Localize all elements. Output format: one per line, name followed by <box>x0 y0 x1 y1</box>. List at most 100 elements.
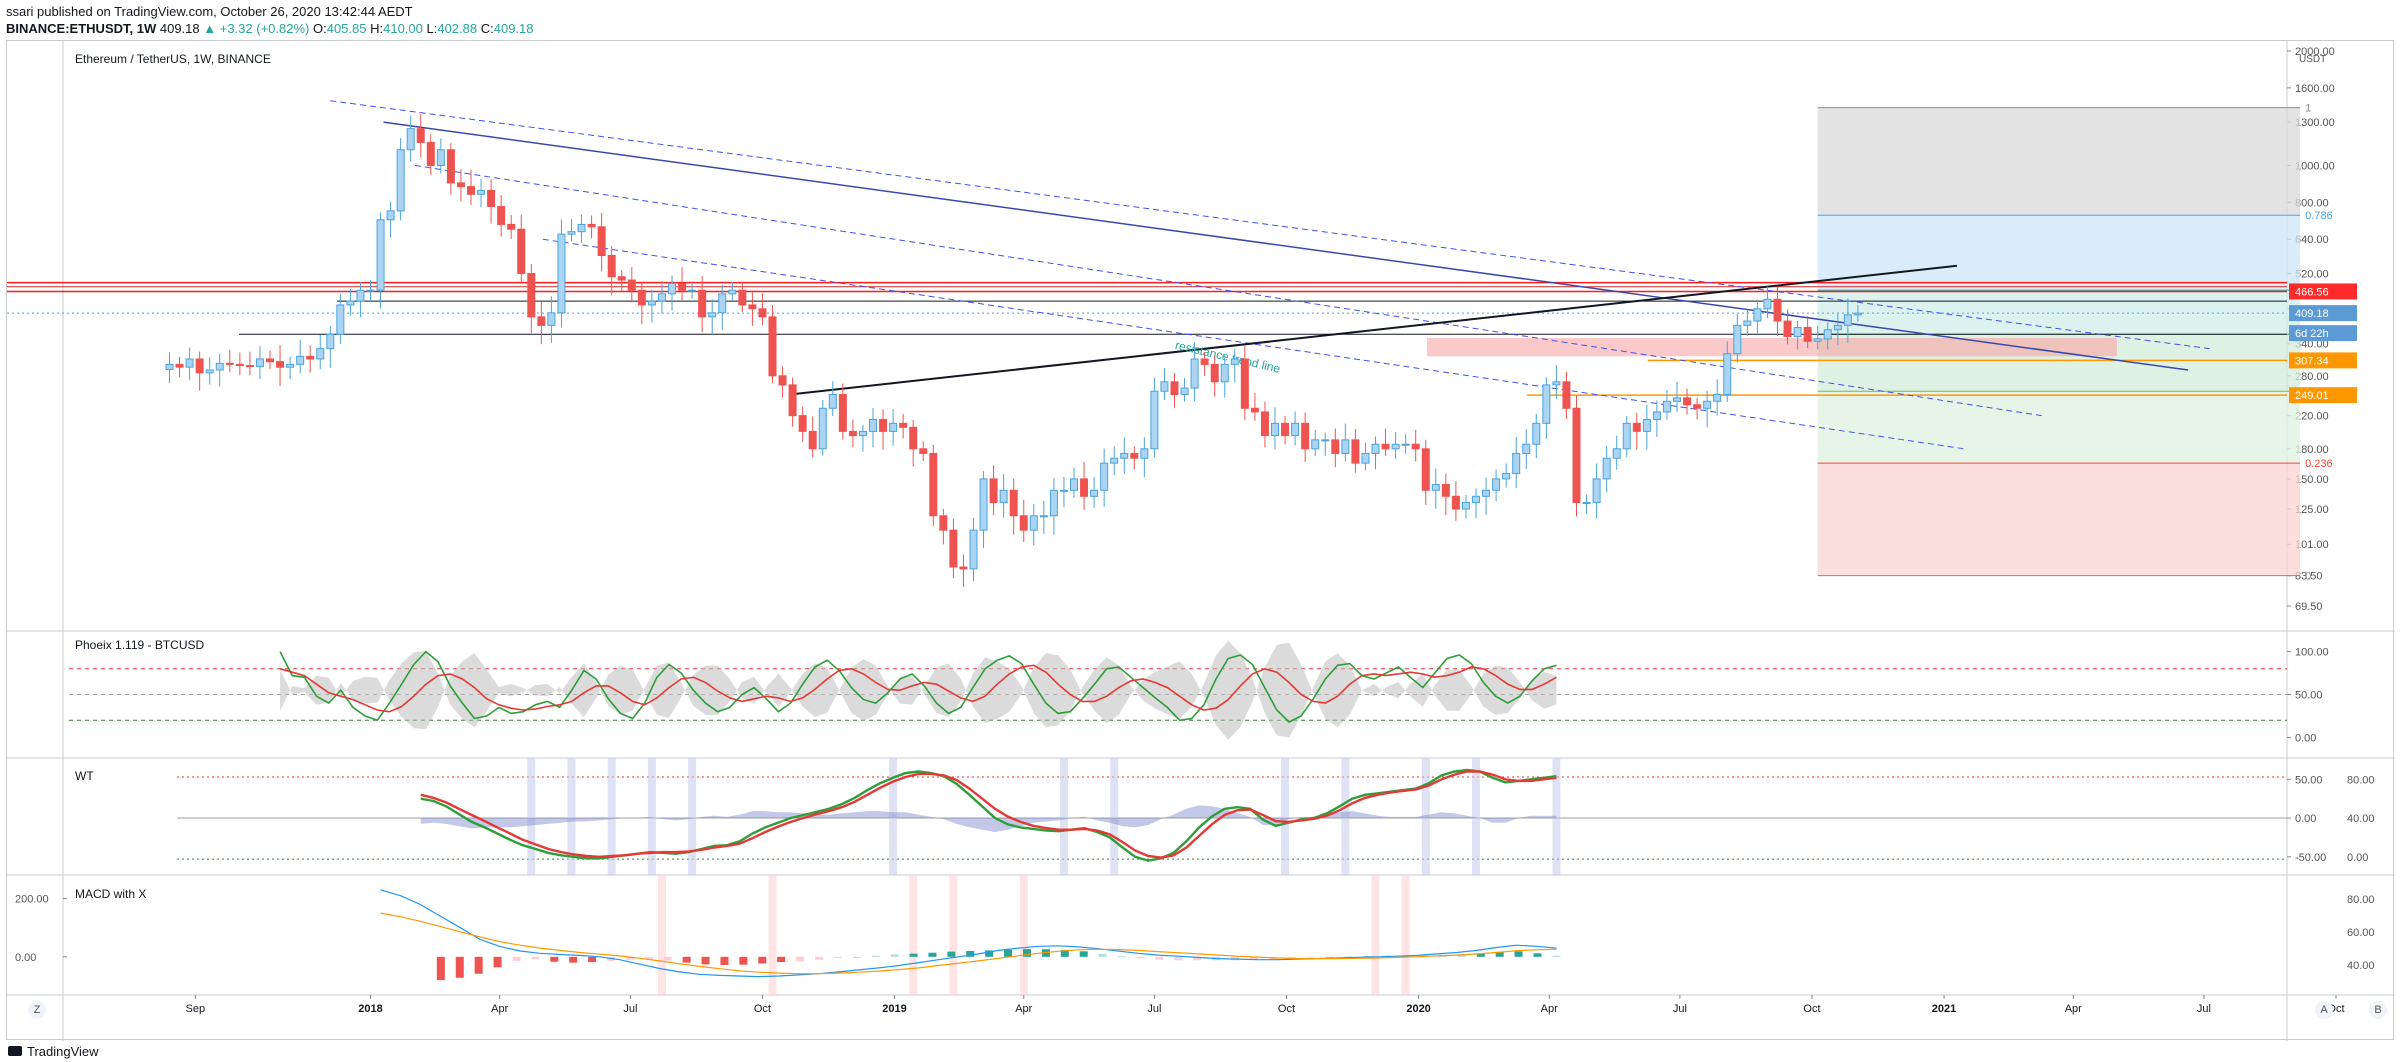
candle-body <box>245 365 254 368</box>
candle-body <box>1220 363 1229 383</box>
candle-body <box>678 282 687 291</box>
candle-body <box>396 149 405 212</box>
candle-body <box>1341 439 1350 454</box>
candle-body <box>1753 308 1762 322</box>
wt-wt2-line <box>420 770 1557 859</box>
candle-body <box>1411 443 1420 450</box>
candle-body <box>1321 439 1330 442</box>
macd-histogram-bar <box>947 951 956 957</box>
price-axis-label: 307.34 <box>2295 355 2329 367</box>
candle-body <box>1120 452 1129 459</box>
macd-histogram-bar <box>1363 955 1372 957</box>
macd-histogram-bar <box>871 955 880 957</box>
candle-body <box>266 358 274 363</box>
macd-tick-label: 200.00 <box>15 894 49 906</box>
macd-histogram-bar <box>1155 956 1164 960</box>
publish-caption: ssari published on TradingView.com, Octo… <box>6 4 413 19</box>
candle-body <box>215 362 224 371</box>
channel-mid-line <box>383 121 2189 371</box>
candle-body <box>939 515 948 531</box>
candle-body <box>1552 381 1561 386</box>
candle-body <box>547 312 556 326</box>
candle-body <box>758 308 767 318</box>
price-tick-label: 2000.00 <box>2295 46 2335 58</box>
x-tick-label: 2018 <box>358 1003 382 1015</box>
wt-tick-label: 0.00 <box>2295 813 2316 825</box>
chart-canvas[interactable]: Sep 2018 Apr Jul Oct 2019 Apr Jul Oct 2020 Apr Jul O… <box>7 41 2395 1041</box>
macd-histogram-bar <box>1306 956 1315 958</box>
candle-body <box>1351 439 1360 464</box>
price-axis-label: 466.56 <box>2295 286 2329 298</box>
x-tick-label: 2021 <box>1932 1003 1956 1015</box>
candle-body <box>1361 452 1370 464</box>
wt-signal-band <box>1421 758 1430 875</box>
macd-histogram-bar <box>455 956 464 978</box>
candle-body <box>1039 515 1048 518</box>
macd-tick-label: 0.00 <box>15 952 36 964</box>
macd-histogram-bar <box>890 954 899 957</box>
macd-histogram-bar <box>796 956 805 962</box>
candle-body <box>1130 452 1139 459</box>
high-label: H: <box>370 21 384 36</box>
low-label: L: <box>426 21 438 36</box>
macd-histogram-bar <box>493 956 502 968</box>
settings-b-button[interactable]: B <box>2369 1001 2387 1019</box>
price-axis-label: 249.01 <box>2295 390 2329 402</box>
candle-body <box>1421 448 1430 491</box>
candle-body <box>607 254 616 278</box>
x-tick-label: 2020 <box>1406 1003 1430 1015</box>
macd-histogram-bar <box>815 956 824 960</box>
channel-upper-line <box>330 100 2210 350</box>
macd-signal-band <box>909 875 918 995</box>
footer: TradingView <box>8 1040 99 1062</box>
candle-body <box>406 128 415 151</box>
price-tick-label: 280.00 <box>2295 371 2329 383</box>
candle-body <box>1049 489 1058 517</box>
candle-body <box>1059 489 1068 492</box>
candle-body <box>627 279 636 291</box>
candle-body <box>969 529 978 570</box>
macd-histogram-bar <box>928 952 937 957</box>
candle-body <box>869 418 877 432</box>
candle-body <box>1271 422 1279 437</box>
candle-body <box>828 394 837 409</box>
macd-histogram-bar <box>474 956 483 974</box>
wt-signal-band <box>1552 758 1561 875</box>
candle-body <box>356 289 365 302</box>
macd-signal-band <box>1401 875 1410 995</box>
wt-right-tick-label: 80.00 <box>2347 774 2375 786</box>
candle-body <box>477 189 486 195</box>
candle-body <box>808 430 817 450</box>
candle-body <box>929 452 938 517</box>
phoeix-tick-label: 50.00 <box>2295 690 2323 702</box>
wt-signal-band <box>889 758 898 875</box>
candle-body <box>527 273 536 318</box>
candle-body <box>255 358 264 368</box>
candle-body <box>1401 443 1410 446</box>
candle-body <box>1029 515 1038 531</box>
candle-body <box>1230 358 1239 365</box>
candle-body <box>1642 418 1651 432</box>
candle-body <box>386 210 395 221</box>
macd-histogram-bar <box>1193 956 1202 961</box>
candle-body <box>1843 314 1852 326</box>
candle-body <box>577 223 586 233</box>
wt-signal-band <box>1059 758 1068 875</box>
candle-body <box>205 369 214 374</box>
phoeix-fast-line <box>279 650 1557 723</box>
candle-body <box>1572 407 1581 504</box>
candle-body <box>1823 329 1832 340</box>
chart-frame[interactable]: Sep 2018 Apr Jul Oct 2019 Apr Jul Oct 2020 Apr Jul O… <box>6 40 2395 1041</box>
candle-body <box>647 300 656 306</box>
timezone-button[interactable]: Z <box>28 1001 46 1019</box>
macd-histogram-bar <box>1476 953 1485 957</box>
auto-scale-button[interactable]: A <box>2315 1001 2333 1019</box>
phoeix-tick-label: 100.00 <box>2295 647 2329 659</box>
macd-histogram-bar <box>758 956 767 964</box>
price-pane-title: Ethereum / TetherUS, 1W, BINANCE <box>75 52 271 66</box>
currency-label: USDT <box>2299 54 2326 65</box>
candle-body <box>617 276 626 281</box>
macd-histogram-bar <box>1249 956 1258 960</box>
candle-body <box>597 226 606 256</box>
last-price: 409.18 <box>159 21 200 36</box>
